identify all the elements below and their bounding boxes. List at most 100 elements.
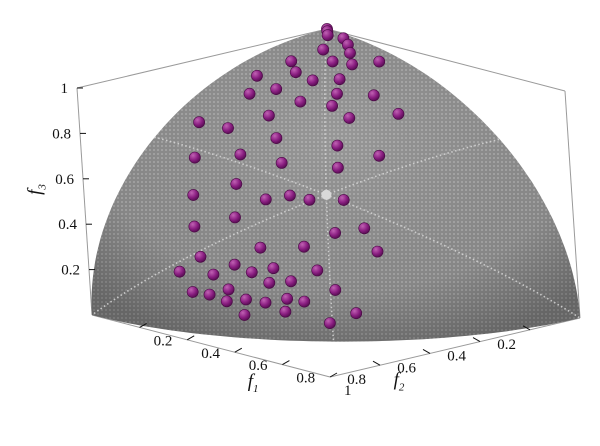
data-point [188, 151, 201, 164]
data-point [254, 241, 267, 254]
surface-center-dot [321, 189, 332, 200]
data-point [331, 139, 344, 152]
data-point [222, 122, 234, 135]
data-point [194, 250, 207, 263]
data-point [337, 194, 350, 206]
f1-axis-title: f1 [248, 371, 259, 395]
data-point [259, 193, 272, 206]
surface-gridline [154, 136, 327, 196]
f1-tick-mark [186, 335, 195, 341]
data-point [298, 295, 311, 308]
f2-axis-subscript: 2 [399, 382, 405, 394]
f2-tick-label: 0.8 [347, 372, 366, 388]
f2-tick-label: 0.6 [397, 360, 416, 376]
data-point [187, 189, 200, 201]
f3-tick-label: 0.8 [52, 126, 71, 142]
f3-axis-subscript: 3 [37, 184, 49, 191]
data-point [283, 189, 296, 202]
f1-tick-label: 0.6 [249, 358, 268, 374]
data-point [289, 66, 302, 79]
data-point [234, 148, 247, 161]
surface-gridline [91, 194, 327, 316]
f1-tick-mark [234, 347, 243, 353]
data-point [331, 87, 343, 100]
data-point [311, 264, 324, 277]
box-edge [564, 90, 581, 319]
data-point [267, 262, 280, 275]
box-edge [91, 314, 331, 378]
data-point [303, 193, 316, 206]
data-point [343, 112, 356, 124]
data-point [321, 29, 334, 42]
bounding-box-frame [76, 28, 581, 378]
data-point [186, 286, 199, 298]
data-point [298, 240, 310, 253]
data-point [245, 266, 258, 279]
sphere-surface [91, 28, 581, 342]
data-point [285, 275, 297, 288]
data-point [331, 161, 344, 174]
f3-tick-label: 1 [61, 81, 69, 97]
data-point [367, 89, 380, 102]
data-point [203, 288, 216, 301]
f1-tick-label: 0.8 [296, 371, 315, 387]
data-point [262, 109, 275, 122]
surface-shading [91, 29, 580, 342]
data-point [270, 132, 283, 144]
data-point [346, 58, 358, 71]
box-edge [76, 28, 328, 89]
data-point [350, 307, 363, 320]
data-point [326, 55, 339, 68]
data-point [279, 305, 292, 318]
f2-tick-label: 0.2 [497, 337, 516, 353]
f2-axis-title: f2 [394, 370, 405, 394]
data-point [263, 276, 276, 289]
f3-tick-label: 0.4 [58, 217, 77, 233]
data-point [275, 156, 288, 169]
data-point [173, 265, 186, 278]
data-point [188, 220, 201, 233]
f2-tick-mark [472, 337, 481, 343]
f2-tick-label: 0.4 [447, 349, 466, 365]
data-point [306, 74, 319, 87]
data-point [240, 293, 252, 306]
data-point [371, 245, 384, 258]
f1-tick-mark [139, 322, 147, 328]
data-point [317, 43, 330, 56]
f1-tick-label: 1 [344, 383, 352, 399]
data-points [173, 23, 405, 329]
data-point [358, 222, 371, 235]
f3-tick-label: 0.2 [61, 263, 80, 279]
f1-tick-label: 0.4 [201, 346, 220, 362]
surface-gridlines [91, 28, 581, 342]
data-point [222, 283, 235, 296]
data-point [373, 55, 386, 68]
data-point [220, 295, 233, 308]
box-edge [326, 28, 566, 92]
box-edge [329, 317, 581, 378]
data-point [344, 47, 356, 59]
f1-tick-mark [282, 360, 290, 366]
f3-axis-title: f3 [25, 184, 49, 195]
f2-tick-mark [522, 325, 531, 331]
f2-tick-mark [422, 348, 431, 354]
data-point [251, 69, 263, 82]
data-point [281, 292, 293, 305]
data-point [392, 108, 405, 120]
data-point [207, 268, 220, 281]
data-point [373, 149, 386, 162]
data-point [230, 178, 243, 190]
data-point [329, 284, 342, 296]
data-point [270, 83, 283, 95]
data-point [229, 211, 241, 224]
data-point [323, 317, 336, 329]
data-point [259, 296, 272, 309]
data-point [193, 116, 205, 129]
f1-axis-subscript: 1 [253, 383, 259, 395]
f1-tick-label: 0.2 [154, 333, 173, 349]
data-point [294, 95, 307, 108]
box-edge [76, 87, 93, 316]
